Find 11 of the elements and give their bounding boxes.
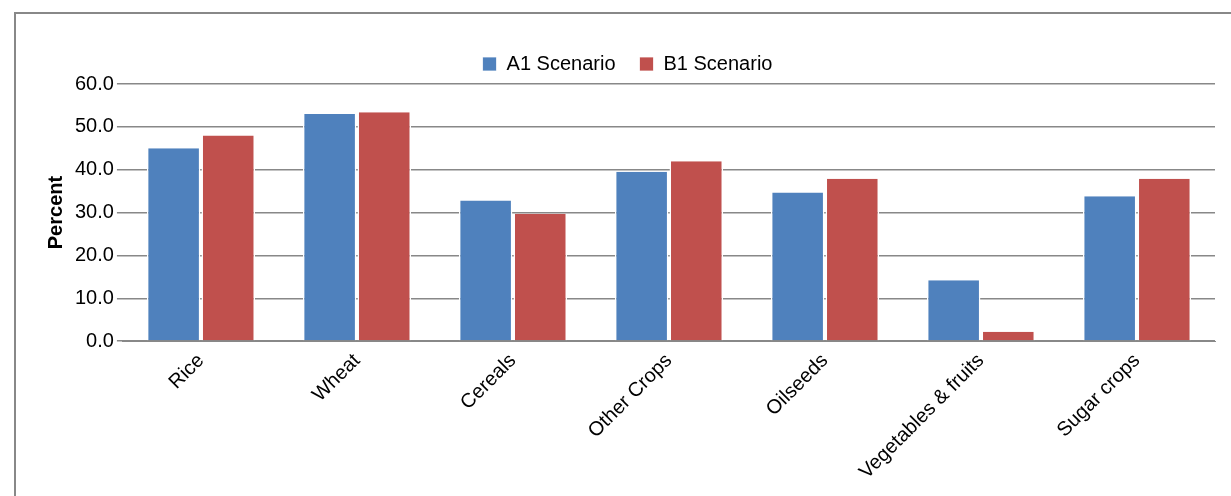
y-tick-label: 10.0: [74, 285, 114, 308]
y-tick-label: 30.0: [74, 200, 114, 223]
y-tick-label: 60.0: [74, 71, 114, 94]
y-tick-label: 0.0: [86, 328, 114, 351]
x-tick-label: Rice: [163, 348, 208, 393]
legend-label: A1 Scenario: [506, 51, 616, 74]
y-tick-label: 40.0: [74, 157, 114, 180]
legend-label: B1 Scenario: [663, 51, 773, 74]
y-tick-label: 20.0: [74, 242, 114, 265]
y-axis-title: Percent: [43, 175, 66, 250]
y-tick-label: 50.0: [74, 114, 114, 137]
